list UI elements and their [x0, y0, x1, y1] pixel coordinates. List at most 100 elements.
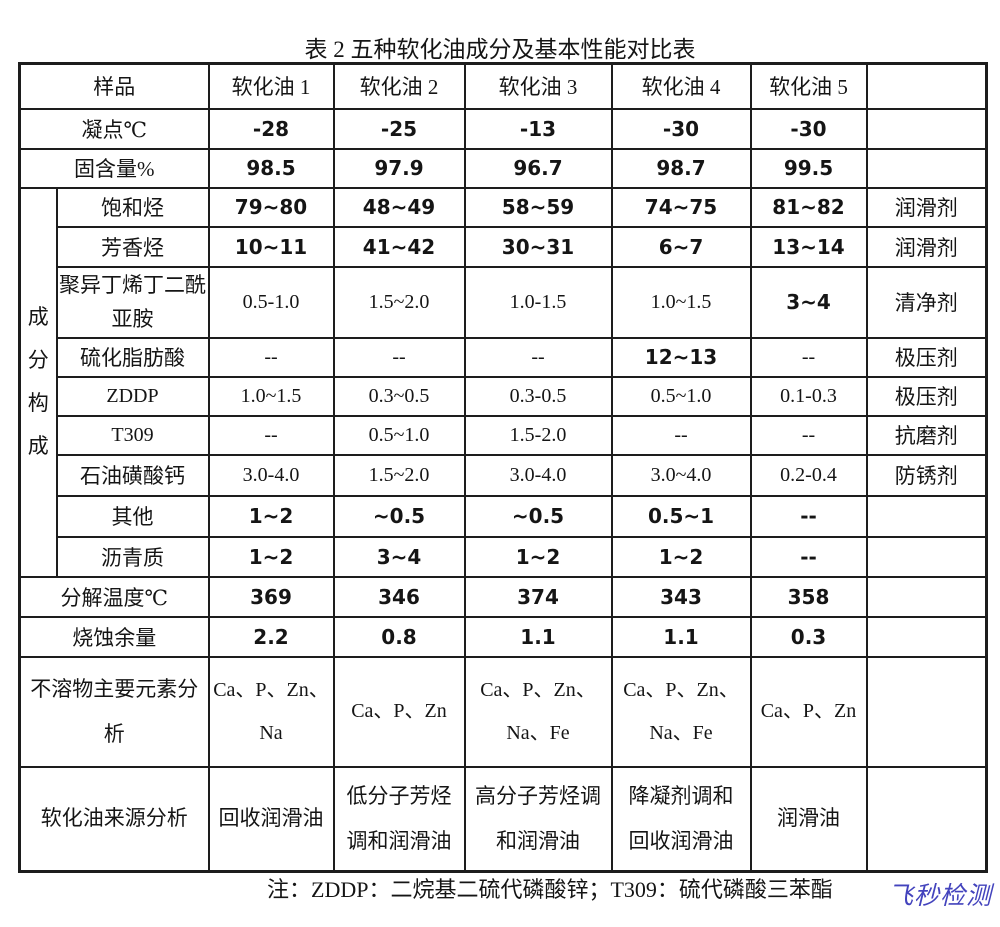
row-others: 其他 1~2 ~0.5 ~0.5 0.5~1 --	[20, 494, 988, 538]
row-aromatic-hc: 芳香烃 10~11 41~42 30~31 6~7 13~14 润滑剂	[20, 225, 988, 268]
cell: 41~42	[332, 225, 466, 268]
row-saturated-hc: 成分构成 饱和烃 79~80 48~49 58~59 74~75 81~82 润…	[18, 186, 988, 578]
cell: --	[749, 336, 868, 378]
cell: 358	[749, 575, 868, 618]
row-label: 不溶物主要元素分析	[18, 655, 210, 768]
cell	[865, 655, 988, 768]
cell: Ca、P、Zn、Na	[207, 655, 335, 768]
cell: Ca、P、Zn、Na、Fe	[463, 655, 613, 768]
cell: 369	[207, 575, 335, 618]
cell: 98.5	[207, 147, 335, 189]
cell: --	[749, 535, 868, 578]
cell: 6~7	[610, 225, 752, 268]
cell: 99.5	[749, 147, 868, 189]
row-label: 硫化脂肪酸	[55, 336, 210, 378]
cell	[865, 535, 988, 578]
cell: 0.5~1	[610, 494, 752, 538]
row-sulfurized-fatty-acid: 硫化脂肪酸 -- -- -- 12~13 -- 极压剂	[20, 336, 988, 378]
row-asphaltene: 沥青质 1~2 3~4 1~2 1~2 --	[20, 535, 988, 578]
header-oil-4: 软化油 4	[610, 62, 752, 110]
row-polyisobutylene: 聚异丁烯丁二酰亚胺 0.5-1.0 1.5~2.0 1.0-1.5 1.0~1.…	[20, 265, 988, 339]
cell: 0.3-0.5	[463, 375, 613, 417]
row-label: 饱和烃	[55, 186, 210, 228]
comparison-table: 样品 软化油 1 软化油 2 软化油 3 软化油 4 软化油 5 凝点℃ -28…	[18, 62, 988, 874]
cell: 1.1	[610, 615, 752, 658]
header-oil-5: 软化油 5	[749, 62, 868, 110]
row-petroleum-calcium-sulfonate: 石油磺酸钙 3.0-4.0 1.5~2.0 3.0-4.0 3.0~4.0 0.…	[20, 453, 988, 497]
cell: 1.5~2.0	[332, 265, 466, 339]
header-oil-1: 软化油 1	[207, 62, 335, 110]
row-label: 其他	[55, 494, 210, 538]
cell-function: 清净剂	[865, 265, 988, 339]
cell: 3.0-4.0	[207, 453, 335, 497]
cell: 0.3	[749, 615, 868, 658]
row-decomposition-temp: 分解温度℃ 369 346 374 343 358	[18, 575, 988, 618]
header-oil-3: 软化油 3	[463, 62, 613, 110]
cell: 30~31	[463, 225, 613, 268]
row-label: 固含量%	[18, 147, 210, 189]
cell: 3~4	[749, 265, 868, 339]
row-label: 聚异丁烯丁二酰亚胺	[55, 265, 210, 339]
cell: 346	[332, 575, 466, 618]
row-label: 沥青质	[55, 535, 210, 578]
cell: --	[749, 414, 868, 456]
watermark: 飞秒检测	[887, 883, 992, 910]
cell: 润滑油	[749, 765, 868, 873]
cell: 0.1-0.3	[749, 375, 868, 417]
cell	[865, 765, 988, 873]
cell: 1~2	[207, 494, 335, 538]
row-label: 软化油来源分析	[18, 765, 210, 873]
cell: 98.7	[610, 147, 752, 189]
cell	[865, 575, 988, 618]
cell: 58~59	[463, 186, 613, 228]
table-title: 表 2 五种软化油成分及基本性能对比表	[304, 37, 696, 62]
cell: 降凝剂调和回收润滑油	[610, 765, 752, 873]
cell: 高分子芳烃调和润滑油	[463, 765, 613, 873]
cell: 96.7	[463, 147, 613, 189]
cell: --	[332, 336, 466, 378]
header-extra	[865, 62, 988, 110]
cell-function: 抗磨剂	[865, 414, 988, 456]
row-t309: T309 -- 0.5~1.0 1.5-2.0 -- -- 抗磨剂	[20, 414, 988, 456]
cell: 1.0~1.5	[610, 265, 752, 339]
row-pour-point: 凝点℃ -28 -25 -13 -30 -30	[18, 107, 988, 150]
row-zddp: ZDDP 1.0~1.5 0.3~0.5 0.3-0.5 0.5~1.0 0.1…	[20, 375, 988, 417]
cell: 1~2	[207, 535, 335, 578]
cell: Ca、P、Zn	[332, 655, 466, 768]
row-ablation-residue: 烧蚀余量 2.2 0.8 1.1 1.1 0.3	[18, 615, 988, 658]
footnote: 注：ZDDP：二烷基二硫代磷酸锌；T309：硫代磷酸三苯酯	[267, 877, 833, 902]
row-label: T309	[55, 414, 210, 456]
row-insoluble-elements: 不溶物主要元素分析 Ca、P、Zn、Na Ca、P、Zn Ca、P、Zn、Na、…	[18, 655, 988, 768]
cell-function: 极压剂	[865, 375, 988, 417]
row-label: ZDDP	[55, 375, 210, 417]
cell: 48~49	[332, 186, 466, 228]
cell: -13	[463, 107, 613, 150]
header-oil-2: 软化油 2	[332, 62, 466, 110]
cell: 79~80	[207, 186, 335, 228]
cell: --	[749, 494, 868, 538]
cell: -30	[749, 107, 868, 150]
cell: 0.5-1.0	[207, 265, 335, 339]
cell: 1~2	[463, 535, 613, 578]
cell-function: 润滑剂	[865, 225, 988, 268]
cell-function: 防锈剂	[865, 453, 988, 497]
cell: 1.0-1.5	[463, 265, 613, 339]
cell: 0.5~1.0	[610, 375, 752, 417]
cell: --	[207, 336, 335, 378]
cell: ~0.5	[463, 494, 613, 538]
cell: ~0.5	[332, 494, 466, 538]
cell: 13~14	[749, 225, 868, 268]
row-oil-source: 软化油来源分析 回收润滑油 低分子芳烃调和润滑油 高分子芳烃调和润滑油 降凝剂调…	[18, 765, 988, 873]
cell: 10~11	[207, 225, 335, 268]
cell: 12~13	[610, 336, 752, 378]
row-label: 芳香烃	[55, 225, 210, 268]
cell: 1.5~2.0	[332, 453, 466, 497]
cell	[865, 615, 988, 658]
row-label: 凝点℃	[18, 107, 210, 150]
cell: -30	[610, 107, 752, 150]
header-row: 样品 软化油 1 软化油 2 软化油 3 软化油 4 软化油 5	[18, 62, 988, 110]
section-label-composition: 成分构成	[18, 186, 58, 578]
row-label: 石油磺酸钙	[55, 453, 210, 497]
cell: 3.0~4.0	[610, 453, 752, 497]
cell	[865, 494, 988, 538]
